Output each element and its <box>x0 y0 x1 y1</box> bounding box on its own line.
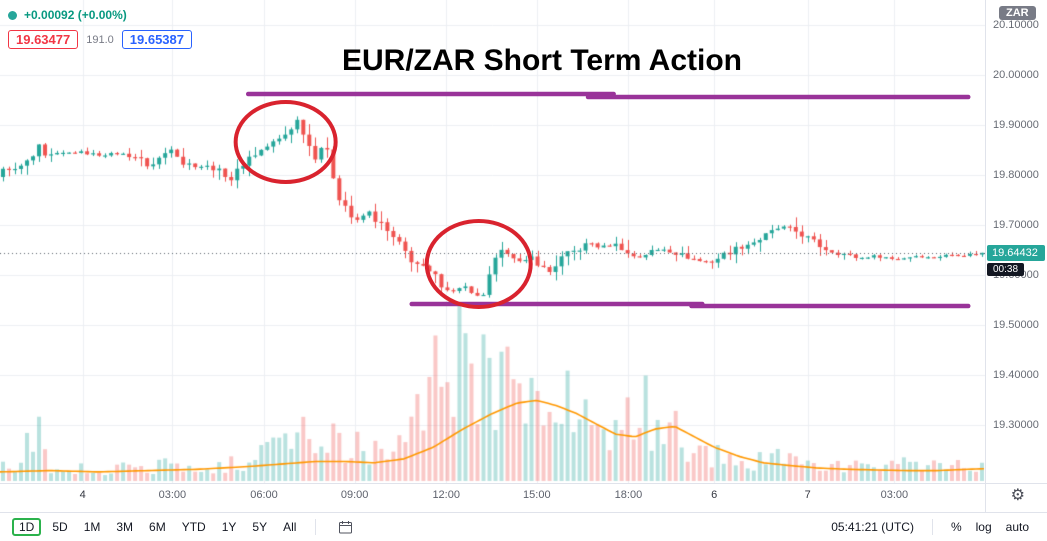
time-tick-label: 06:00 <box>250 489 278 501</box>
gear-icon[interactable]: ⚙ <box>1010 487 1025 504</box>
bottom-toolbar: 1D 5D 1M 3M 6M YTD 1Y 5Y All 05:41:21 (UTC) % lo… <box>0 512 1047 541</box>
price-tick-label: 19.30000 <box>993 419 1039 431</box>
time-tick-label: 4 <box>79 489 86 501</box>
auto-scale-button[interactable]: auto <box>1005 520 1029 534</box>
time-tick-label: 09:00 <box>340 489 369 501</box>
price-axis[interactable]: 20.10000 20.00000 19.90000 19.80000 19.70000… <box>986 0 1047 483</box>
price-tick-label: 20.00000 <box>993 69 1039 81</box>
log-scale-button[interactable]: log <box>975 520 992 534</box>
toolbar-divider <box>931 519 933 535</box>
scale-controls: 05:41:21 (UTC) % log auto <box>825 518 1035 536</box>
go-to-date-icon[interactable] <box>338 520 353 535</box>
series-dot-icon <box>8 10 17 20</box>
time-tick-label: 7 <box>804 489 811 501</box>
time-axis[interactable]: 4 03:00 06:00 09:00 12:00 15:00 18:00 6 7 03:00 ⚙ <box>0 484 1047 512</box>
time-tick-label: 6 <box>711 489 718 501</box>
time-tick-label: 03:00 <box>880 489 909 501</box>
range-button-all[interactable]: All <box>283 520 297 534</box>
toolbar-divider <box>315 519 317 535</box>
bar-countdown-badge: 00:38 <box>987 262 1025 276</box>
percent-scale-button[interactable]: % <box>950 520 962 534</box>
price-tick-label: 19.50000 <box>993 319 1039 331</box>
price-tick-label: 19.90000 <box>993 119 1039 131</box>
range-button-5y[interactable]: 5Y <box>252 520 268 534</box>
chart-title: EUR/ZAR Short Term Action <box>342 44 743 77</box>
time-tick-label: 15:00 <box>523 489 551 501</box>
price-tick-label: 19.80000 <box>993 169 1039 181</box>
range-selector: 1D 5D 1M 3M 6M YTD 1Y 5Y All <box>12 518 353 536</box>
axis-horizontal-separator <box>0 483 1047 484</box>
spread-value: 191.0 <box>86 33 114 46</box>
range-button-5d[interactable]: 5D <box>52 520 68 534</box>
range-button-3m[interactable]: 3M <box>116 520 134 534</box>
clock-utc[interactable]: 05:41:21 (UTC) <box>831 520 914 534</box>
last-price-badge: 19.64432 <box>987 244 1045 261</box>
range-button-1m[interactable]: 1M <box>83 520 101 534</box>
price-tick-label: 19.40000 <box>993 369 1039 381</box>
range-button-ytd[interactable]: YTD <box>181 520 206 534</box>
time-tick-label: 12:00 <box>432 489 460 501</box>
chart-plot-area[interactable]: EUR/ZAR Short Term Action +0.00092 (+0.0… <box>0 0 985 483</box>
price-change-text: +0.00092 (+0.00%) <box>24 8 127 22</box>
range-button-1y[interactable]: 1Y <box>221 520 237 534</box>
range-button-6m[interactable]: 6M <box>149 520 166 534</box>
time-tick-label: 18:00 <box>614 489 643 501</box>
price-tick-label: 20.10000 <box>993 19 1039 31</box>
buy-price-button[interactable]: 19.65387 <box>121 30 192 49</box>
sell-price-button[interactable]: 19.63477 <box>8 30 79 49</box>
range-button-1d[interactable]: 1D <box>12 518 42 536</box>
currency-label: ZAR <box>999 6 1036 20</box>
axis-vertical-separator <box>985 0 986 512</box>
price-tick-label: 19.70000 <box>993 219 1039 231</box>
time-tick-label: 03:00 <box>158 489 187 501</box>
symbol-legend: +0.00092 (+0.00%) 19.63477 191.0 19.6538… <box>8 6 192 49</box>
